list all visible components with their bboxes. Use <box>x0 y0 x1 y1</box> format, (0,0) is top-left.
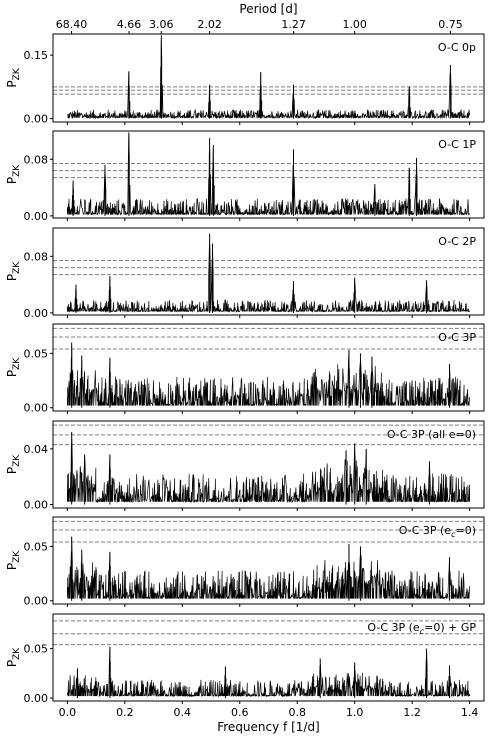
periodogram-series <box>67 39 470 120</box>
y-tick-label: 0.15 <box>24 49 49 62</box>
panel-title: O-C 3P (ec=0) + GP <box>367 621 476 636</box>
y-tick-label: 0.00 <box>24 210 49 223</box>
panel-frame <box>52 33 485 123</box>
panel-title: O-C 3P (ec=0) <box>399 524 476 539</box>
y-tick-label: 0.00 <box>24 595 49 608</box>
x-tick-label: 0.4 <box>174 706 192 719</box>
period-tick-label: 1.00 <box>342 18 367 31</box>
period-tick-label: 2.02 <box>197 18 222 31</box>
y-tick-label: 0.05 <box>24 540 49 553</box>
x-tick-label: 1.2 <box>403 706 421 719</box>
periodogram-series <box>67 348 470 406</box>
period-tick-label: 68.40 <box>56 18 88 31</box>
periodogram-series <box>67 542 470 599</box>
y-tick-label: 0.05 <box>24 643 49 656</box>
panel-frame <box>52 130 485 219</box>
y-tick-label: 0.00 <box>24 692 49 705</box>
period-axis-label: Period [d] <box>239 2 297 16</box>
periodogram-series <box>67 438 470 504</box>
x-tick-label: 0.2 <box>116 706 134 719</box>
panel-title: O-C 2P <box>438 235 476 248</box>
y-axis-label: PZK <box>5 357 22 377</box>
x-tick-label: 1.0 <box>346 706 364 719</box>
panel-title: O-C 3P <box>438 331 476 344</box>
y-tick-label: 0.05 <box>24 347 49 360</box>
y-tick-label: 0.00 <box>24 113 49 126</box>
y-axis-label: PZK <box>5 550 22 570</box>
panel-title: O-C 1P <box>438 138 476 151</box>
period-tick-label: 4.66 <box>117 18 142 31</box>
x-tick-label: 0.0 <box>59 706 77 719</box>
x-tick-label: 1.4 <box>461 706 479 719</box>
y-tick-label: 0.00 <box>24 499 49 512</box>
panel-frame <box>52 420 485 509</box>
y-axis-label: PZK <box>5 67 22 87</box>
y-tick-label: 0.00 <box>24 402 49 415</box>
y-axis-label: PZK <box>5 454 22 474</box>
y-tick-label: 0.08 <box>24 250 49 263</box>
y-tick-label: 0.08 <box>24 153 49 166</box>
y-tick-label: 0.00 <box>24 307 49 320</box>
periodogram-series <box>67 244 470 313</box>
panel-frame <box>52 613 485 702</box>
period-tick-label: 1.27 <box>281 18 306 31</box>
panel-title: O-C 3P (all e=0) <box>387 428 476 441</box>
x-tick-label: 0.6 <box>231 706 249 719</box>
y-tick-label: 0.04 <box>24 443 49 456</box>
panel-frame <box>52 227 485 316</box>
period-tick-label: 3.06 <box>149 18 174 31</box>
panel-title: O-C 0p <box>438 41 476 54</box>
panel-frame <box>52 323 485 412</box>
panel-frame <box>52 516 485 605</box>
x-tick-label: 0.8 <box>288 706 306 719</box>
y-axis-label: PZK <box>5 164 22 184</box>
frequency-bottom-axis: 0.0 0.2 0.4 0.6 0.8 1.0 1.2 1.4 Frequency f [1/d… <box>59 706 479 734</box>
y-axis-label: PZK <box>5 261 22 281</box>
periodogram-series <box>67 133 470 216</box>
period-top-axis: 68.40 4.66 3.06 2.02 1.27 1.00 0.75 Period [d] <box>56 2 463 34</box>
x-axis-label: Frequency f [1/d] <box>217 720 320 734</box>
period-tick-label: 0.75 <box>438 18 463 31</box>
periodogram-series <box>67 648 470 698</box>
y-axis-label: PZK <box>5 647 22 667</box>
